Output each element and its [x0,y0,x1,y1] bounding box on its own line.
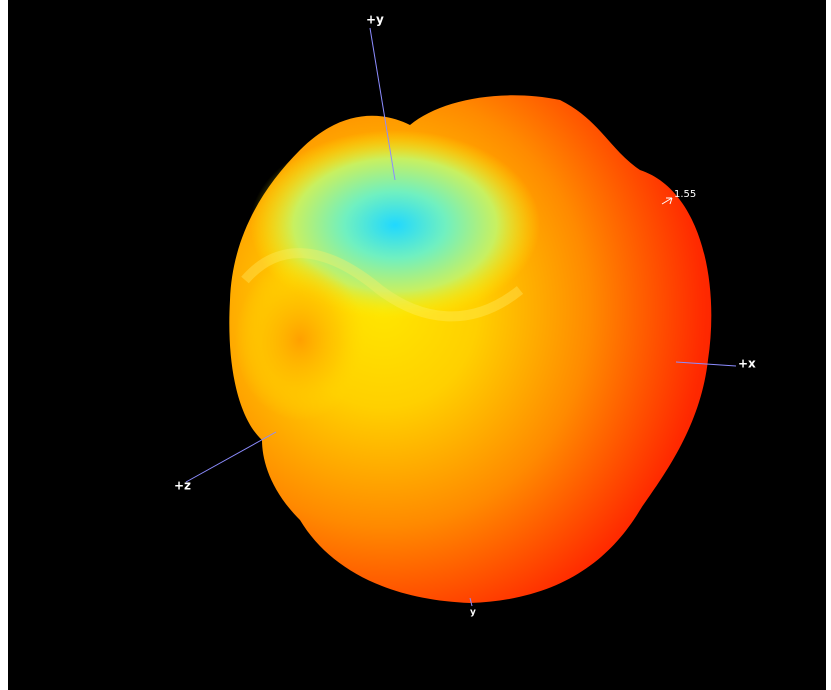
axis-label: +y [366,13,384,27]
neg-y-axis [469,597,473,607]
axis-label: +x [738,357,756,371]
axis-label: y [470,608,476,618]
x-axis [675,361,737,367]
scale-arrow [661,197,673,205]
z-axis [185,431,277,483]
y-axis [369,27,396,181]
axis-label: +z [174,479,191,493]
scale-label: 1.55 [674,189,696,200]
pattern-lobe [235,260,365,420]
pattern-ridge [241,248,524,322]
